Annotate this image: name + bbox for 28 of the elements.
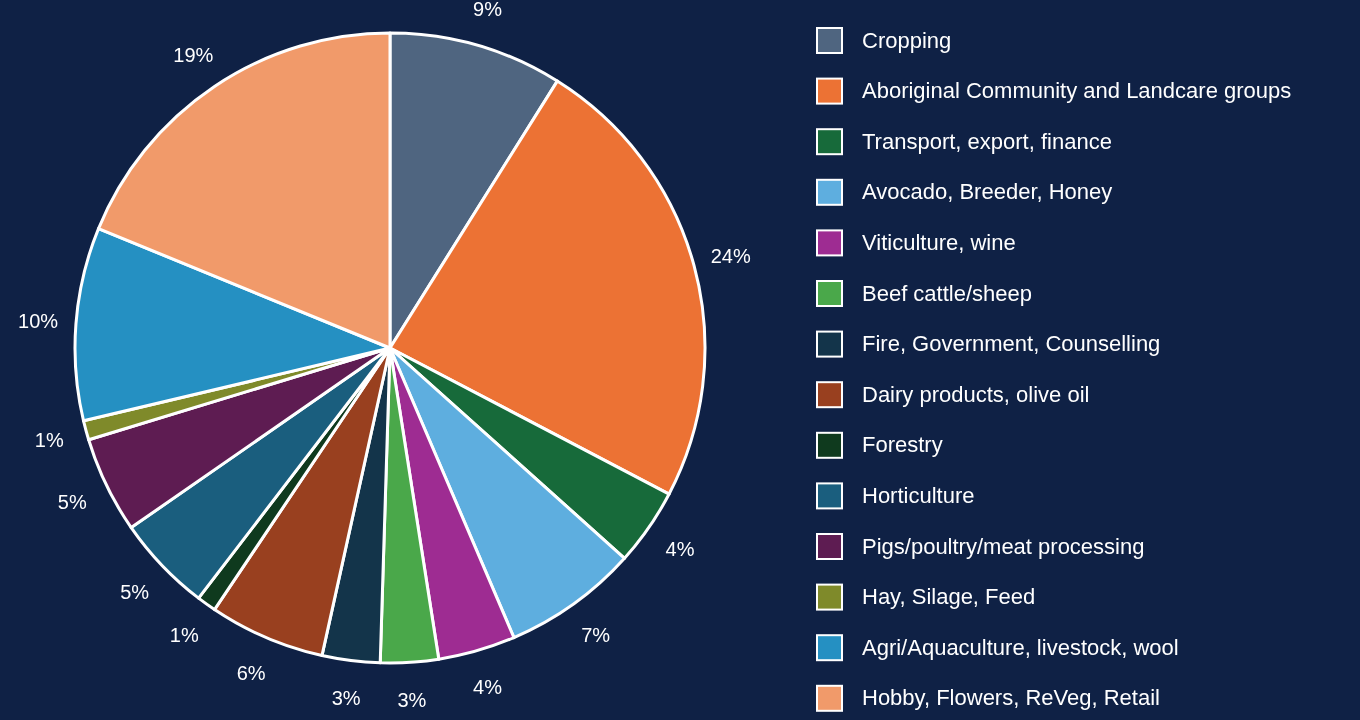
data-label: 19%: [173, 43, 214, 66]
legend-label: Transport, export, finance: [862, 128, 1112, 154]
data-label: 1%: [169, 623, 199, 646]
legend-label: Forestry: [862, 432, 943, 458]
legend-label: Hay, Silage, Feed: [862, 584, 1036, 610]
legend-label: Aboriginal Community and Landcare groups: [862, 78, 1292, 104]
data-label: 24%: [710, 244, 751, 267]
legend-label: Hobby, Flowers, ReVeg, Retail: [862, 685, 1160, 711]
data-label: 5%: [57, 490, 87, 513]
data-label: 6%: [236, 661, 266, 684]
legend-label: Dairy products, olive oil: [862, 381, 1090, 407]
data-label: 3%: [331, 687, 361, 710]
legend-label: Horticulture: [862, 482, 975, 508]
data-label: 4%: [665, 538, 695, 561]
data-label: 10%: [18, 309, 59, 332]
legend-label: Pigs/poultry/meat processing: [862, 533, 1145, 559]
data-label: 5%: [120, 580, 150, 603]
legend-label: Beef cattle/sheep: [862, 280, 1033, 306]
legend-label: Viticulture, wine: [862, 229, 1016, 255]
legend-label: Fire, Government, Counselling: [862, 331, 1161, 357]
data-label: 1%: [34, 429, 64, 452]
legend-label: Avocado, Breeder, Honey: [862, 179, 1113, 205]
data-label: 4%: [473, 676, 503, 699]
data-label: 7%: [581, 623, 611, 646]
legend-label: Agri/Aquaculture, livestock, wool: [862, 634, 1179, 660]
data-label: 9%: [473, 0, 503, 20]
legend-label: Cropping: [862, 27, 952, 53]
data-label: 3%: [397, 689, 427, 712]
